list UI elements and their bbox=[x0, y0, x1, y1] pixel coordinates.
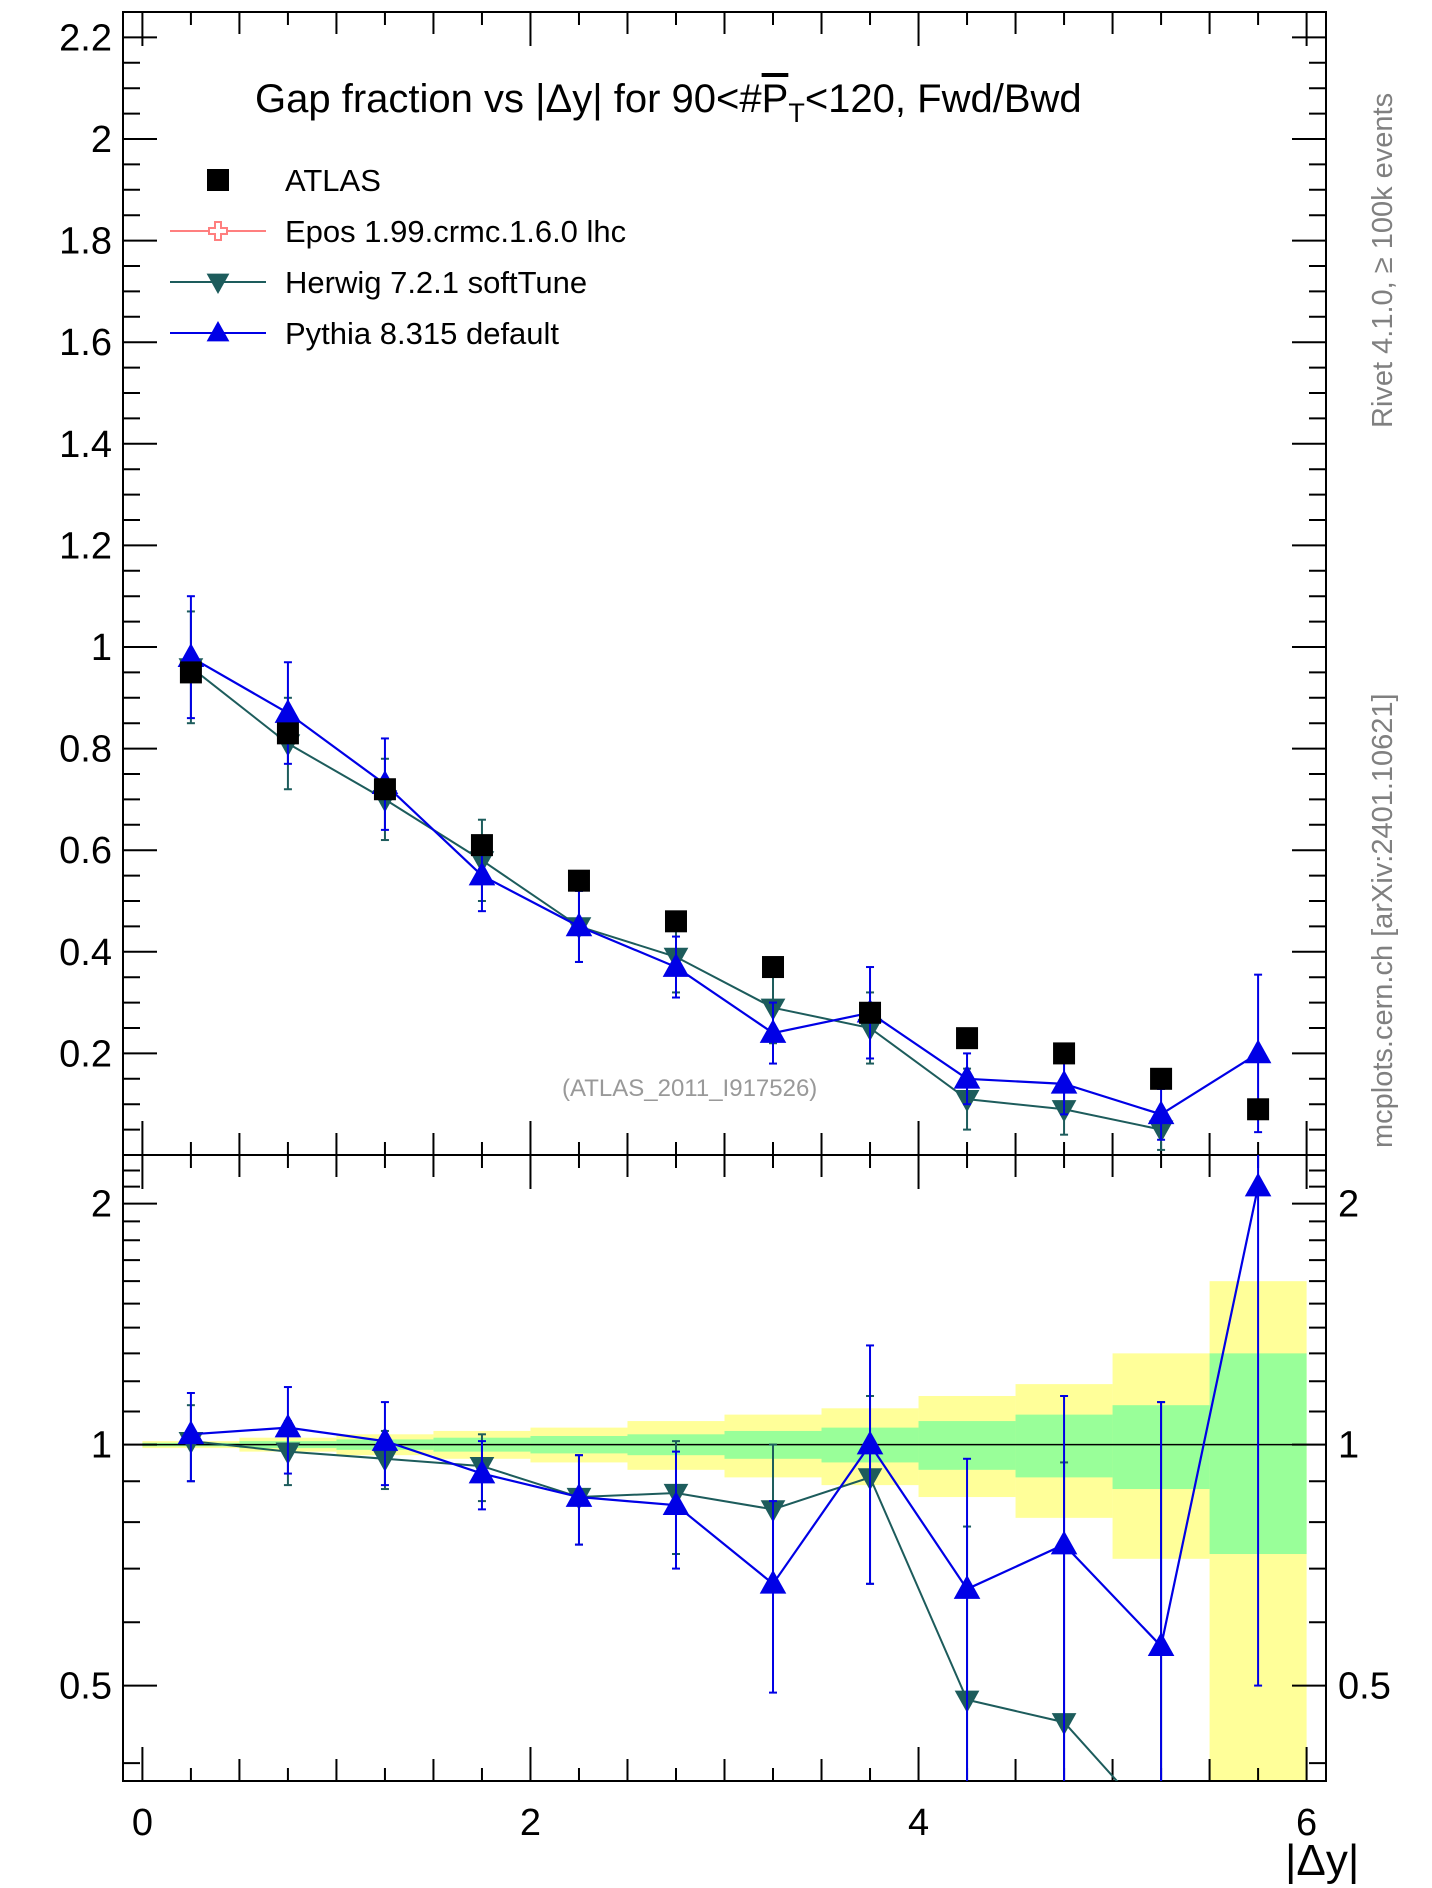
y-tick-label: 1.8 bbox=[59, 221, 112, 263]
legend: ATLAS Epos 1.99.crmc.1.6.0 lhc Herwig 7.2.… bbox=[170, 163, 626, 351]
legend-label-herwig: Herwig 7.2.1 softTune bbox=[285, 265, 587, 300]
pythia-point bbox=[565, 912, 593, 937]
legend-marker-herwig bbox=[206, 273, 230, 294]
title-prefix: Gap fraction vs |Δy| for 90<# bbox=[255, 77, 762, 121]
legend-marker-atlas bbox=[207, 169, 229, 191]
y-tick-label: 0.6 bbox=[59, 830, 112, 872]
x-tick-label: 6 bbox=[1296, 1802, 1317, 1844]
ratio-pythia-point bbox=[856, 1430, 884, 1455]
title-suffix: <120, Fwd/Bwd bbox=[805, 77, 1082, 121]
ratio-pythia-point bbox=[274, 1413, 302, 1438]
ratio-pythia-point bbox=[371, 1427, 399, 1451]
legend-label-epos: Epos 1.99.crmc.1.6.0 lhc bbox=[285, 214, 626, 249]
atlas-point bbox=[664, 910, 687, 933]
ratio-pythia-point bbox=[177, 1420, 205, 1445]
atlas-point bbox=[567, 869, 590, 892]
pythia-point bbox=[759, 1019, 787, 1043]
ratio-y-tick-label-right: 1 bbox=[1338, 1425, 1359, 1467]
ratio-pythia-point bbox=[759, 1569, 787, 1594]
axes: 0 2 4 6 0.2 0.4 0.6 0.8 1 1.2 1.4 1.6 1.8 2 2.2 0.5 0.5 1… bbox=[59, 11, 1391, 1844]
chart-title: Gap fraction vs |Δy| for 90<#PT<120, Fwd… bbox=[255, 77, 1082, 128]
atlas-point bbox=[276, 722, 299, 745]
y-tick-label: 1 bbox=[91, 627, 112, 669]
ratio-y-tick-label: 2 bbox=[91, 1184, 112, 1226]
herwig-line bbox=[190, 666, 1162, 1131]
pythia-point bbox=[468, 861, 496, 886]
ratio-pythia-line bbox=[190, 1186, 1260, 1649]
ratio-y-tick-label-right: 0.5 bbox=[1338, 1666, 1391, 1708]
x-tick-label: 0 bbox=[132, 1802, 153, 1844]
ratio-panel-series bbox=[177, 1155, 1272, 1843]
ratio-pythia-point bbox=[1050, 1530, 1078, 1555]
ratio-herwig-point bbox=[1149, 1821, 1174, 1843]
ratio-y-tick-label-right: 2 bbox=[1338, 1184, 1359, 1226]
main-panel-series bbox=[177, 595, 1272, 1151]
ratio-y-tick-label: 0.5 bbox=[59, 1666, 112, 1708]
y-tick-label: 0.8 bbox=[59, 729, 112, 771]
atlas-point bbox=[1053, 1042, 1076, 1065]
pythia-point bbox=[274, 699, 302, 723]
analysis-reference: (ATLAS_2011_I917526) bbox=[562, 1075, 817, 1102]
legend-marker-pythia bbox=[206, 321, 230, 342]
x-axis-label: |Δy| bbox=[1285, 1836, 1359, 1885]
labels: Gap fraction vs |Δy| for 90<#PT<120, Fwd… bbox=[255, 77, 1399, 1885]
x-tick-label: 2 bbox=[520, 1802, 541, 1844]
y-tick-label: 1.4 bbox=[59, 424, 112, 466]
ratio-pythia-point bbox=[953, 1575, 981, 1599]
atlas-point bbox=[859, 1001, 882, 1024]
ratio-pythia-point bbox=[662, 1491, 690, 1516]
legend-label-pythia: Pythia 8.315 default bbox=[285, 316, 559, 351]
ratio-pythia-point bbox=[468, 1459, 496, 1484]
legend-label-atlas: ATLAS bbox=[285, 163, 381, 198]
atlas-point bbox=[373, 778, 396, 801]
pythia-point bbox=[953, 1064, 981, 1089]
atlas-point bbox=[179, 661, 202, 684]
y-tick-label: 2 bbox=[91, 119, 112, 161]
pythia-point bbox=[1147, 1100, 1175, 1125]
y-tick-label: 1.6 bbox=[59, 322, 112, 364]
atlas-point bbox=[1150, 1067, 1173, 1090]
title-pt: P bbox=[762, 77, 789, 121]
y-tick-label: 2.2 bbox=[59, 17, 112, 59]
y-tick-label: 0.2 bbox=[59, 1033, 112, 1075]
side-text-top: Rivet 4.1.0, ≥ 100k events bbox=[1367, 93, 1399, 428]
atlas-point bbox=[1247, 1098, 1270, 1121]
pythia-point bbox=[1244, 1039, 1272, 1064]
atlas-point bbox=[470, 834, 493, 857]
ratio-bands bbox=[142, 1281, 1307, 1781]
pythia-point bbox=[177, 643, 205, 667]
pythia-point bbox=[1050, 1069, 1078, 1094]
ratio-pythia-point bbox=[1244, 1172, 1272, 1197]
y-tick-label: 0.4 bbox=[59, 932, 112, 974]
series bbox=[177, 595, 1272, 1843]
legend-marker-epos bbox=[208, 221, 228, 241]
ratio-pythia-point bbox=[565, 1483, 593, 1507]
x-tick-label: 4 bbox=[908, 1802, 929, 1844]
title-sub: T bbox=[788, 98, 805, 128]
atlas-point bbox=[762, 956, 785, 979]
ratio-y-tick-label: 1 bbox=[91, 1425, 112, 1467]
atlas-point bbox=[956, 1027, 979, 1050]
y-tick-label: 1.2 bbox=[59, 525, 112, 567]
pythia-line bbox=[190, 656, 1259, 1116]
side-text-bottom: mcplots.cern.ch [arXiv:2401.10621] bbox=[1367, 693, 1399, 1148]
ratio-pythia-point bbox=[1147, 1632, 1175, 1656]
pythia-point bbox=[662, 953, 690, 977]
